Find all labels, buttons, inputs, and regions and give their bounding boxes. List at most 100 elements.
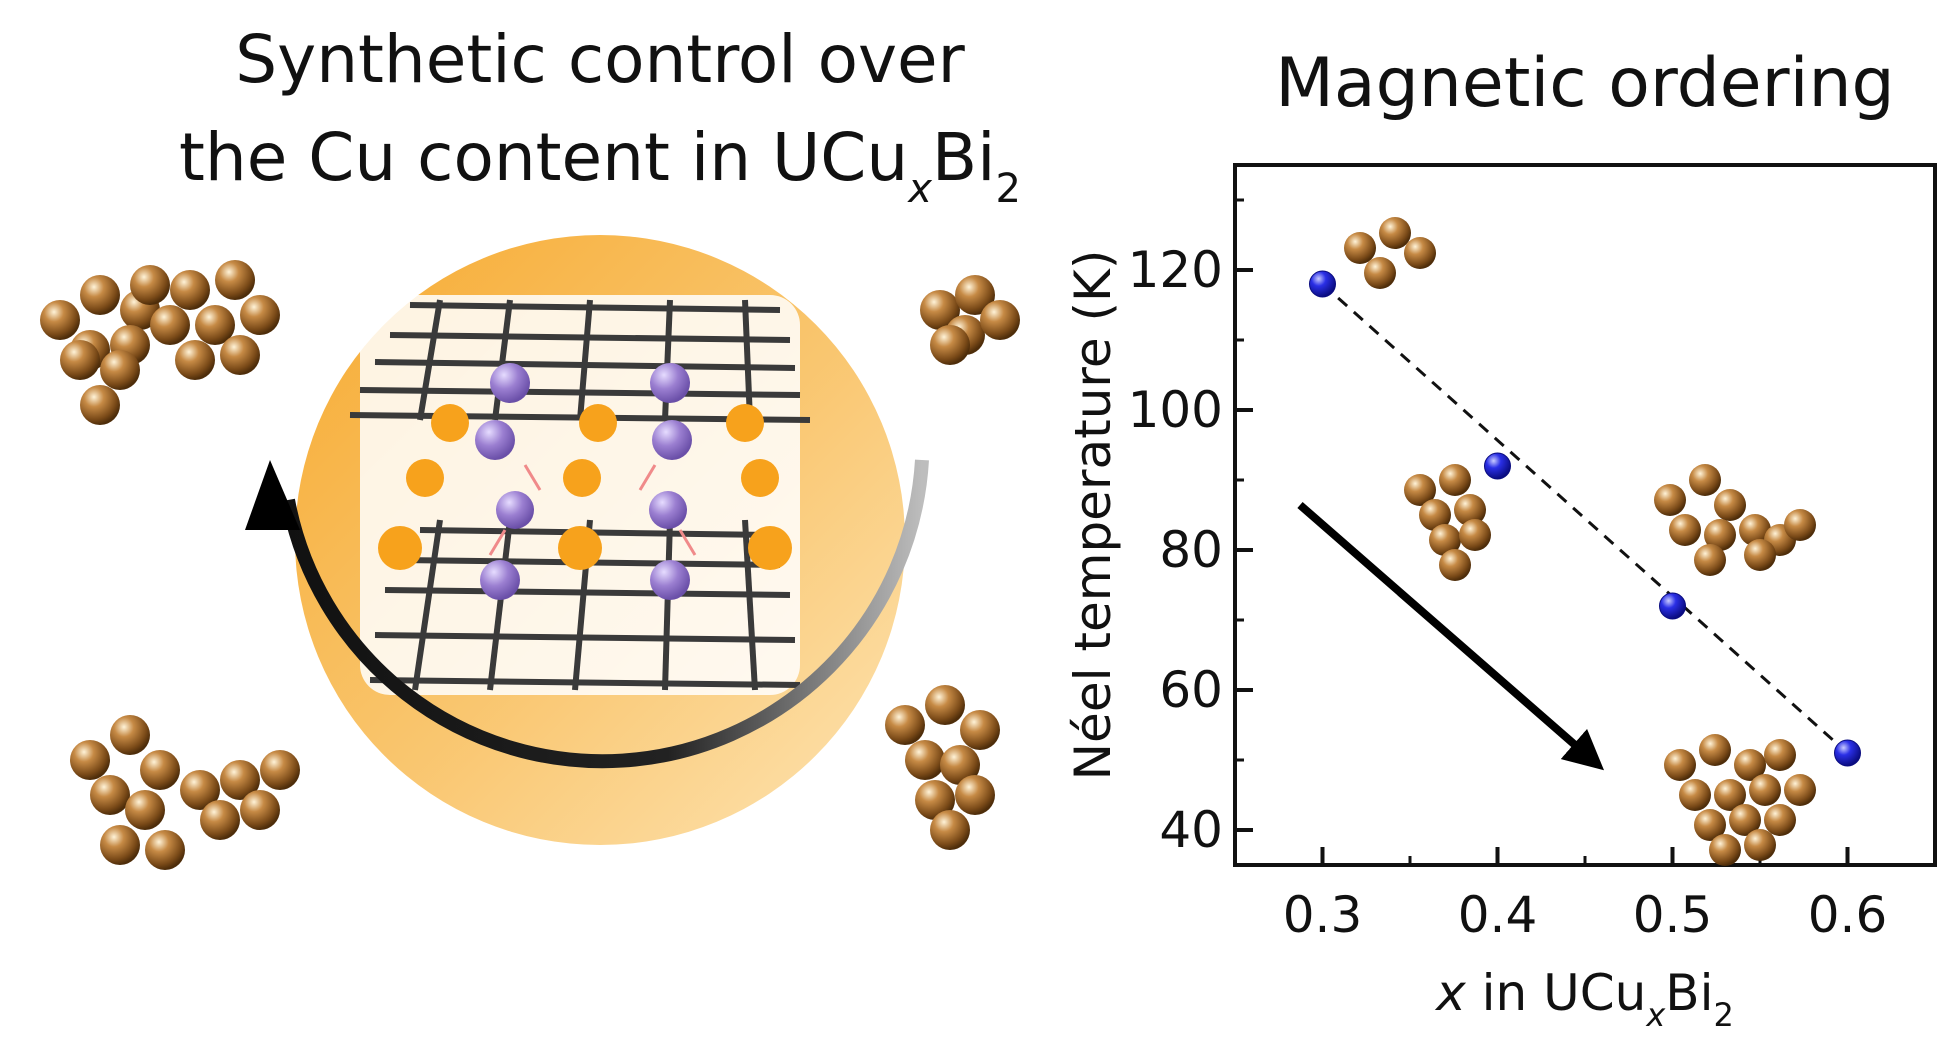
copper-sphere [130,265,170,305]
x-tick-label: 0.3 [1283,886,1363,944]
chart-title: Magnetic ordering [1275,44,1894,123]
copper-sphere [1699,734,1731,766]
copper-sphere [1379,217,1411,249]
copper-sphere [260,750,300,790]
copper-sphere [150,305,190,345]
copper-sphere [100,825,140,865]
copper-sphere [1749,774,1781,806]
y-axis: 40 60 80 100 120 [1128,198,1253,859]
copper-sphere [1664,749,1696,781]
data-series [1309,270,1861,767]
copper-sphere [180,770,220,810]
copper-sphere [145,830,185,870]
copper-sphere [905,740,945,780]
copper-sphere [200,800,240,840]
fit-line [1321,282,1849,755]
copper-sphere [925,685,965,725]
copper-sphere [930,810,970,850]
copper-sphere [1694,809,1726,841]
trend-arrow [1297,501,1605,771]
copper-sphere [1344,232,1376,264]
copper-sphere [140,750,180,790]
copper-sphere [60,340,100,380]
u-atoms-purple [475,363,692,600]
copper-clusters-chart [1344,217,1816,866]
copper-sphere [1729,804,1761,836]
copper-sphere [1459,519,1491,551]
copper-sphere [170,270,210,310]
copper-sphere [1689,464,1721,496]
y-tick-label: 100 [1128,381,1223,439]
copper-sphere [885,705,925,745]
copper-sphere [930,325,970,365]
copper-clusters-left [40,260,1020,870]
copper-sphere [960,710,1000,750]
copper-sphere [1744,539,1776,571]
copper-sphere [100,350,140,390]
copper-sphere [1694,544,1726,576]
copper-sphere [240,790,280,830]
copper-sphere [940,745,980,785]
plot-frame [1233,163,1937,867]
copper-sphere [220,335,260,375]
copper-sphere [70,740,110,780]
copper-sphere [915,780,955,820]
copper-sphere [1439,464,1471,496]
copper-sphere [1739,514,1771,546]
x-tick-label: 0.4 [1458,886,1538,944]
copper-sphere [1429,524,1461,556]
copper-sphere [1404,237,1436,269]
data-point [1484,452,1511,480]
copper-sphere [1419,499,1451,531]
x-axis: 0.3 0.4 0.5 0.6 [1233,847,1937,944]
copper-sphere [1714,779,1746,811]
copper-sphere [1764,739,1796,771]
copper-sphere [1364,257,1396,289]
y-tick-label: 60 [1159,661,1223,719]
copper-sphere [1704,519,1736,551]
copper-sphere [955,275,995,315]
data-point [1309,270,1336,298]
copper-sphere [80,275,120,315]
y-tick-label: 120 [1128,241,1223,299]
copper-sphere [1404,474,1436,506]
copper-sphere [1734,749,1766,781]
bi-atoms-halforange [378,404,792,570]
copper-sphere [195,305,235,345]
copper-sphere [1709,834,1741,866]
copper-sphere [80,385,120,425]
copper-sphere [90,775,130,815]
x-axis-label: x in UCuxBi2 [1434,964,1734,1034]
copper-sphere [40,300,80,340]
circular-arrow [245,459,929,769]
circular-arrow-head [245,460,300,530]
copper-sphere [125,790,165,830]
y-axis-label: Néel temperature (K) [1064,250,1122,781]
copper-sphere [980,300,1020,340]
y-tick-label: 40 [1159,801,1223,859]
copper-sphere [110,715,150,755]
chart: Magnetic ordering 0.3 0.4 0.5 0.6 40 60 80 100… [1064,44,1937,1034]
copper-sphere [175,340,215,380]
left-panel: Synthetic control over the Cu content in… [40,21,1021,870]
lattice-grid-top [349,299,811,423]
copper-sphere [240,295,280,335]
copper-sphere [1714,489,1746,521]
spin-arrows [488,464,697,556]
x-tick-label: 0.5 [1633,886,1713,944]
y-tick-label: 80 [1159,521,1223,579]
copper-sphere [1764,804,1796,836]
data-point [1659,592,1686,620]
left-title-line1: Synthetic control over [235,21,965,98]
copper-sphere [1784,774,1816,806]
crystal-structure-illustration [295,235,905,845]
copper-sphere [955,775,995,815]
copper-sphere [1669,514,1701,546]
copper-sphere [1654,484,1686,516]
x-tick-label: 0.6 [1808,886,1888,944]
copper-sphere [920,290,960,330]
data-point [1834,739,1861,767]
copper-sphere [1454,494,1486,526]
copper-sphere [215,260,255,300]
